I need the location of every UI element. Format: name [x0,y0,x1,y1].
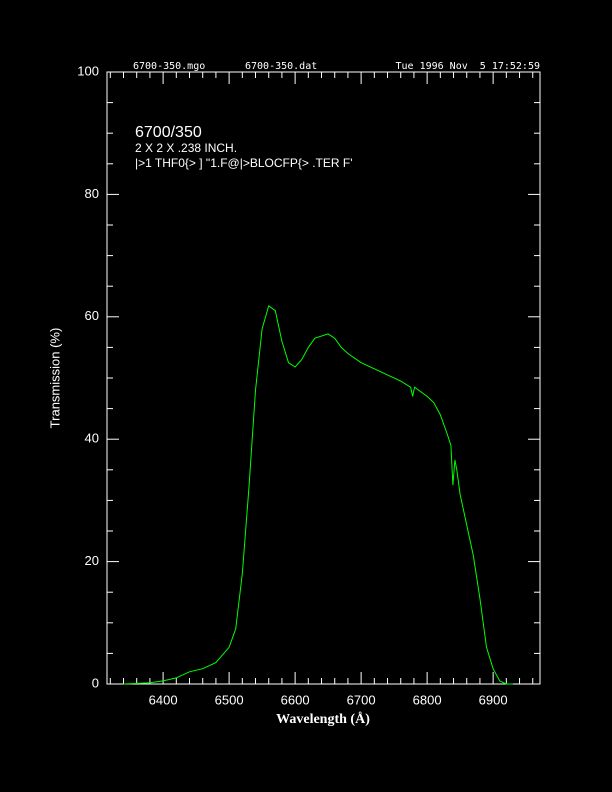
header-file: 6700-350.mgo [133,61,205,72]
annotation: 2 X 2 X .238 INCH. [135,141,237,155]
y-tick-label: 60 [85,308,99,323]
annotation: |>1 THF0{> ] "1.F@|>BLOCFP{> .TER F' [135,156,353,170]
x-tick-label: 6900 [479,692,508,707]
header-data: 6700-350.dat [245,61,317,72]
x-axis-label: Wavelength (Å) [276,711,370,727]
x-tick-label: 6400 [149,692,178,707]
x-tick-label: 6800 [413,692,442,707]
x-tick-label: 6700 [347,692,376,707]
y-tick-label: 0 [92,675,99,690]
transmission-line [123,304,513,685]
y-tick-label: 100 [77,63,99,78]
header-date: Tue 1996 Nov 5 17:52:59 [396,61,541,72]
x-tick-label: 6600 [281,692,310,707]
chart-title: 6700/350 [135,124,202,141]
y-tick-label: 80 [85,186,99,201]
y-axis-label: Transmission (%) [47,328,62,429]
y-tick-label: 40 [85,431,99,446]
x-tick-label: 6500 [215,692,244,707]
y-tick-label: 20 [85,553,99,568]
